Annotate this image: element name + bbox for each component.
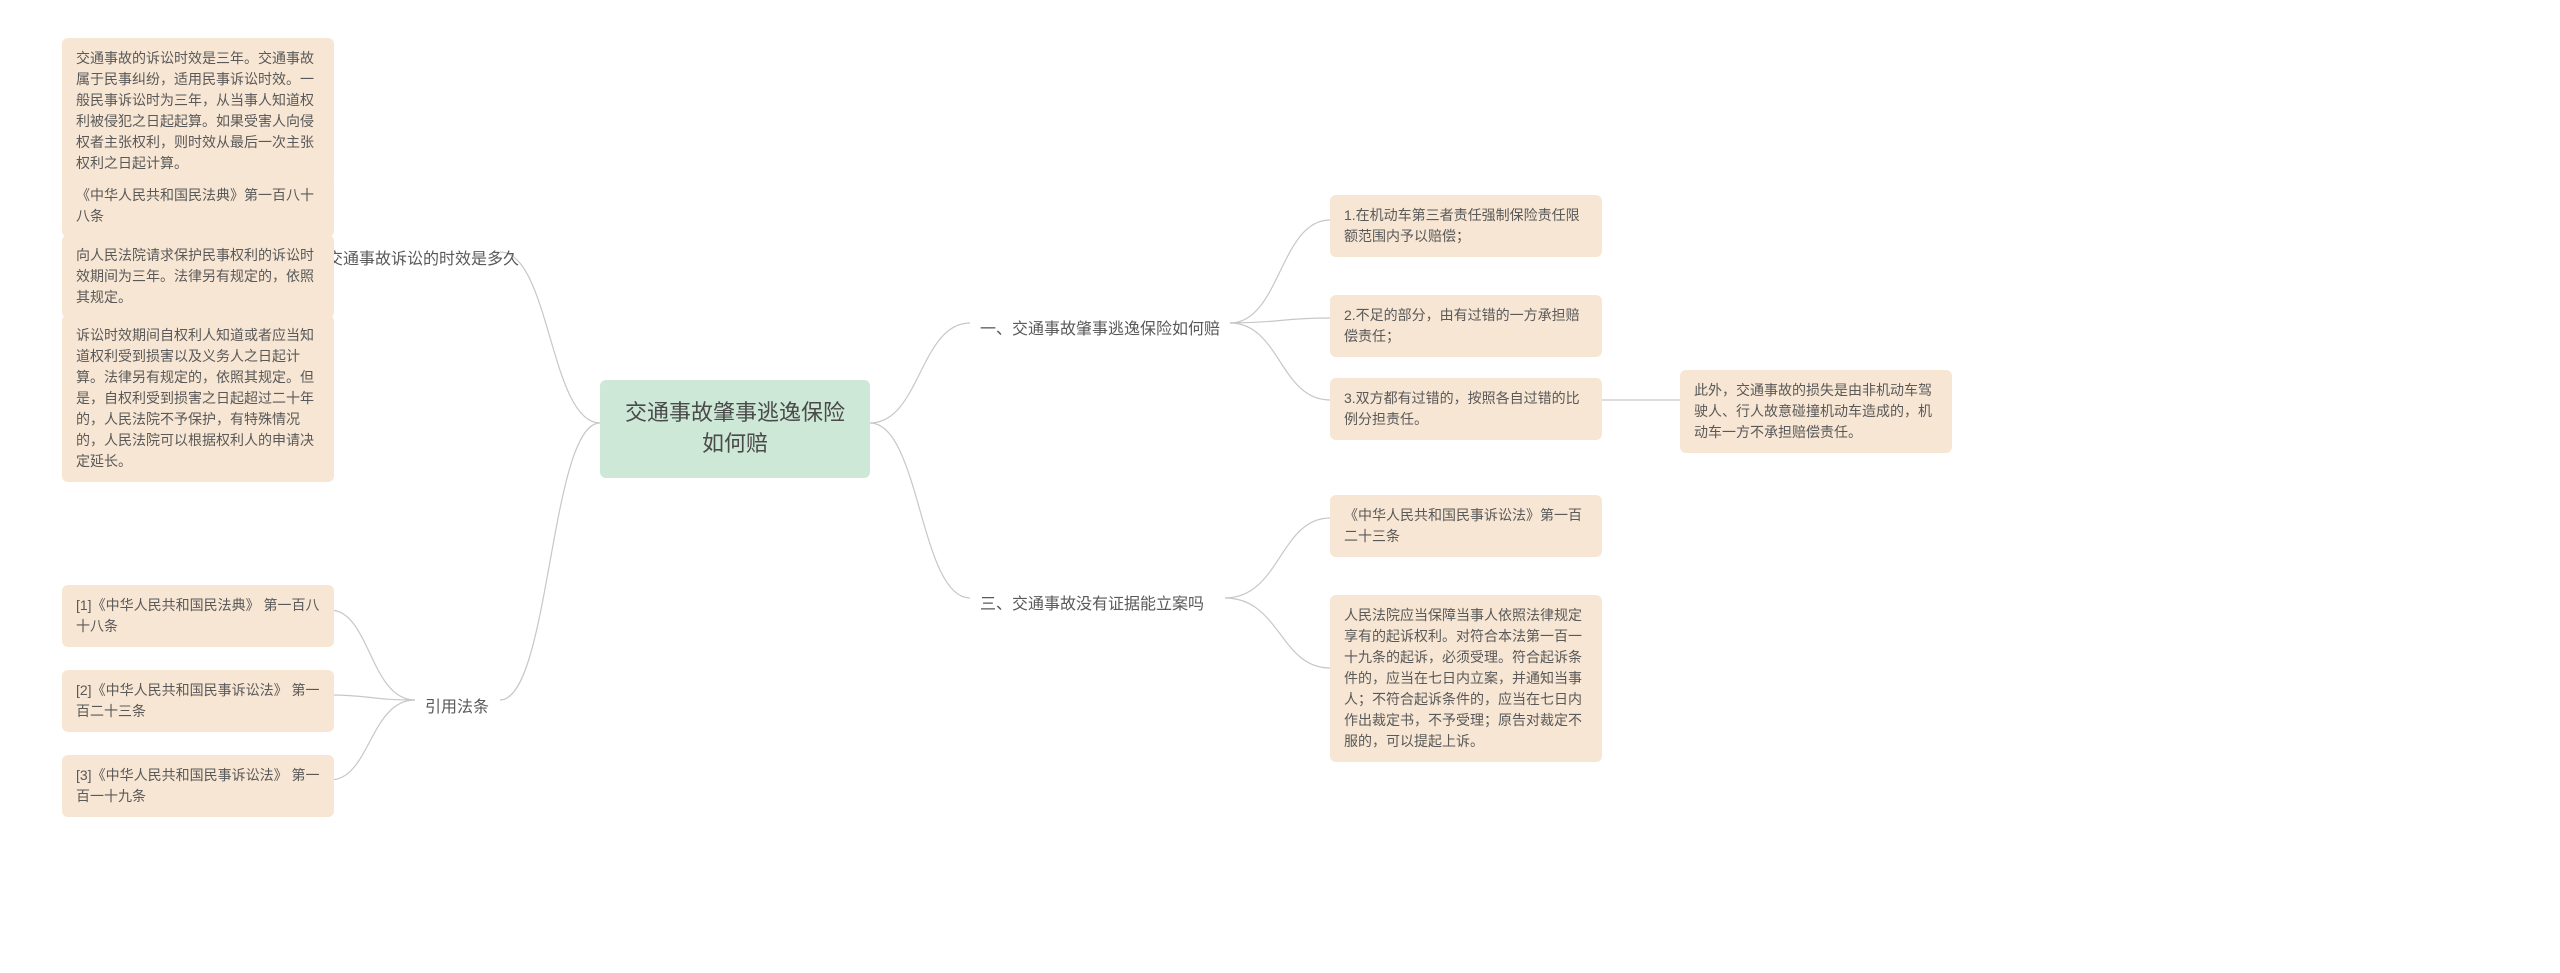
root-node: 交通事故肇事逃逸保险如何赔 [600, 380, 870, 478]
leaf-l1-2: 《中华人民共和国民法典》第一百八十八条 [62, 175, 334, 237]
leaf-l2-1: [1]《中华人民共和国民法典》 第一百八十八条 [62, 585, 334, 647]
connector-lines [0, 0, 2560, 973]
leaf-l1-4: 诉讼时效期间自权利人知道或者应当知道权利受到损害以及义务人之日起计算。法律另有规… [62, 315, 334, 482]
branch-left-2: 引用法条 [415, 688, 499, 728]
leaf-r2-2: 人民法院应当保障当事人依照法律规定享有的起诉权利。对符合本法第一百一十九条的起诉… [1330, 595, 1602, 762]
leaf-r1-3a: 此外，交通事故的损失是由非机动车驾驶人、行人故意碰撞机动车造成的，机动车一方不承… [1680, 370, 1952, 453]
leaf-r1-3: 3.双方都有过错的，按照各自过错的比例分担责任。 [1330, 378, 1602, 440]
leaf-r1-2: 2.不足的部分，由有过错的一方承担赔偿责任； [1330, 295, 1602, 357]
leaf-l2-3: [3]《中华人民共和国民事诉讼法》 第一百一十九条 [62, 755, 334, 817]
leaf-l2-2: [2]《中华人民共和国民事诉讼法》 第一百二十三条 [62, 670, 334, 732]
leaf-r2-1: 《中华人民共和国民事诉讼法》第一百二十三条 [1330, 495, 1602, 557]
leaf-l1-1: 交通事故的诉讼时效是三年。交通事故属于民事纠纷，适用民事诉讼时效。一般民事诉讼时… [62, 38, 334, 184]
leaf-r1-1: 1.在机动车第三者责任强制保险责任限额范围内予以赔偿； [1330, 195, 1602, 257]
branch-right-1: 一、交通事故肇事逃逸保险如何赔 [970, 310, 1230, 350]
branch-right-2: 三、交通事故没有证据能立案吗 [970, 585, 1214, 625]
leaf-l1-3: 向人民法院请求保护民事权利的诉讼时效期间为三年。法律另有规定的，依照其规定。 [62, 235, 334, 318]
